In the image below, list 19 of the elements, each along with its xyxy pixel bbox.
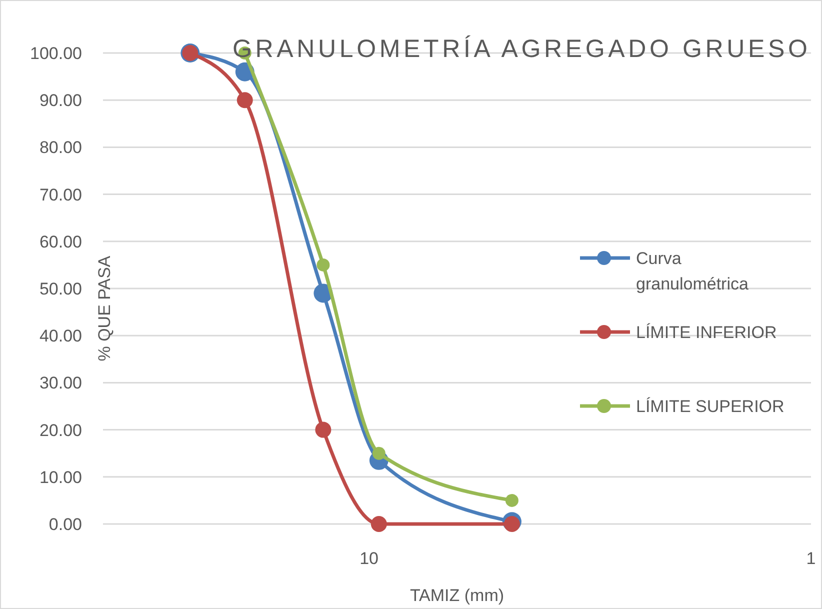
x-tick-label: 10: [360, 549, 379, 568]
y-tick-label: 30.00: [39, 374, 82, 393]
legend-label: LÍMITE INFERIOR: [636, 322, 777, 342]
legend-label: Curva granulométrica: [636, 248, 749, 294]
y-tick-label: 80.00: [39, 138, 82, 158]
y-tick-label: 40.00: [39, 326, 82, 346]
y-tick-label: 60.00: [39, 232, 82, 252]
legend-label: LÍMITE SUPERIOR: [636, 396, 784, 416]
y-tick-label: 20.00: [39, 420, 82, 440]
y-tick-label: 90.00: [39, 91, 82, 110]
y-tick-label: 50.00: [39, 279, 82, 298]
x-tick-label: 1: [806, 549, 816, 568]
y-tick-label: 10.00: [39, 468, 82, 487]
y-tick-label: 100.00: [30, 44, 82, 63]
x-axis-title: TAMIZ (mm): [410, 586, 504, 605]
y-tick-label: 70.00: [39, 185, 82, 204]
chart-title: GRANULOMETRÍA AGREGADO GRUESO: [232, 35, 808, 63]
y-tick-label: 0.00: [48, 514, 82, 534]
y-axis-title: % QUE PASA: [95, 255, 114, 362]
